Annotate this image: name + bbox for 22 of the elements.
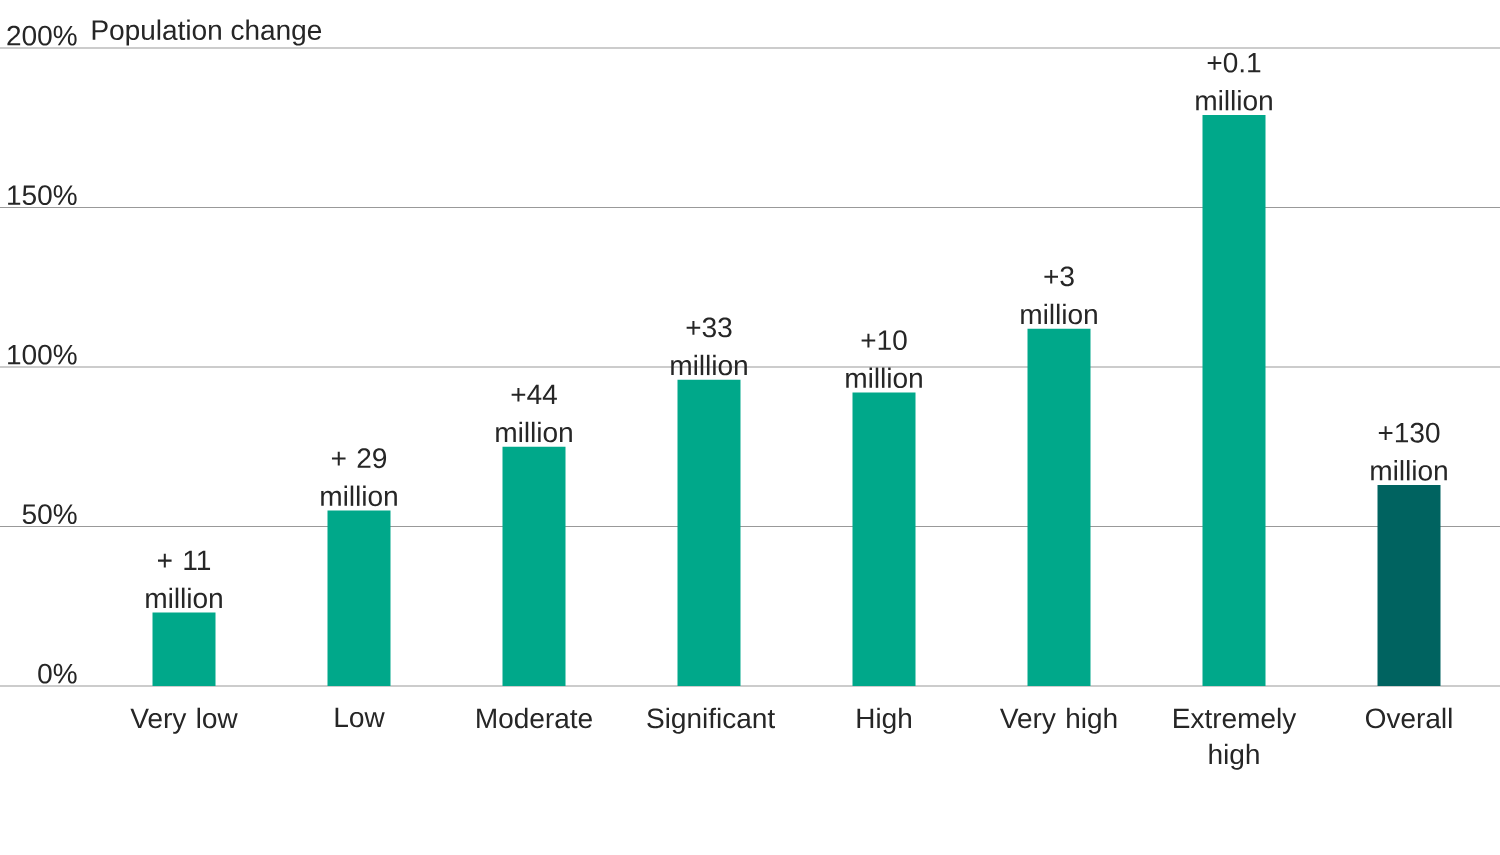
annotation: +130 million: [1371, 422, 1447, 481]
x-tick-label: Low: [335, 707, 385, 728]
x-tick-label: Significant: [647, 707, 775, 734]
annotation: +33 million: [671, 317, 747, 376]
y-tick-label: 150%: [8, 185, 77, 206]
y-tick-label: 0%: [38, 663, 77, 684]
annotation: + 11 million: [146, 550, 222, 609]
y-tick-label: 200%: [7, 25, 77, 46]
x-tick-label: High: [857, 707, 911, 734]
annotation: +44 million: [496, 384, 572, 443]
y-tick-label: 50%: [22, 504, 77, 525]
annotation: + 29 million: [321, 448, 397, 507]
annotation: +0.1 million: [1196, 52, 1272, 111]
x-tick-label: Extremely high: [1174, 707, 1297, 770]
chart-title: Population change: [92, 19, 322, 46]
annotation: +3 million: [1021, 266, 1097, 325]
y-tick-label: 100%: [8, 344, 77, 365]
x-tick-label: Moderate: [477, 707, 592, 729]
x-tick-label: Very high: [999, 707, 1117, 734]
x-tick-label: Very low: [130, 707, 238, 734]
annotation: +10 million: [846, 330, 922, 389]
x-tick-label: Overall: [1365, 707, 1452, 729]
